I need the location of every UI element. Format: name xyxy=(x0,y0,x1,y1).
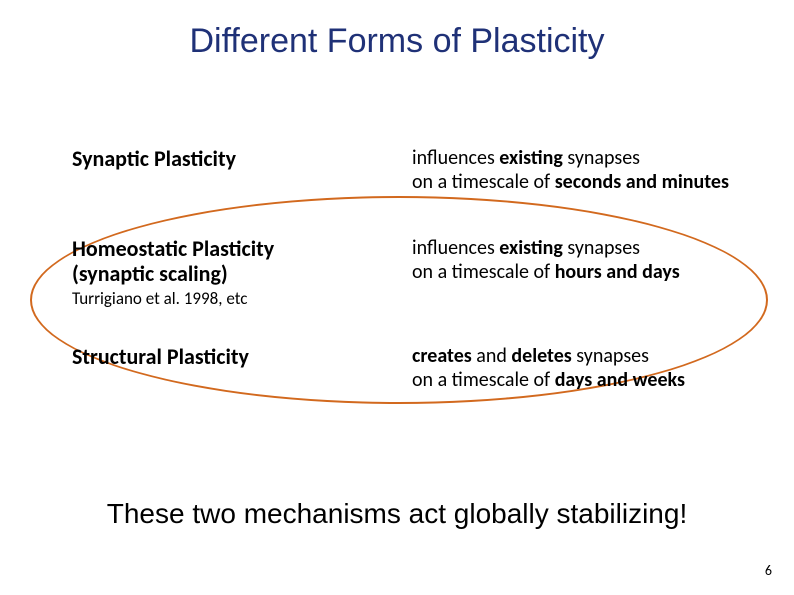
desc-bold: existing xyxy=(499,236,563,260)
desc-bold: seconds and minutes xyxy=(555,170,729,194)
row-label-main: Structural Plasticity xyxy=(72,344,402,369)
row-label-main: Synaptic Plasticity xyxy=(72,146,402,171)
conclusion-text: These two mechanisms act globally stabil… xyxy=(0,498,794,530)
desc-bold: days and weeks xyxy=(555,368,685,392)
desc-text: influences xyxy=(412,146,499,170)
desc-bold: creates xyxy=(412,344,472,368)
desc-text: and xyxy=(472,344,512,368)
row-description: influences existing synapseson a timesca… xyxy=(412,236,762,284)
page-number: 6 xyxy=(765,562,772,579)
row-label-sub: Turrigiano et al. 1998, etc xyxy=(72,289,402,309)
row-label-main: Homeostatic Plasticity(synaptic scaling) xyxy=(72,236,402,287)
row-description: creates and deletes synapseson a timesca… xyxy=(412,344,762,392)
row-label: Homeostatic Plasticity(synaptic scaling)… xyxy=(72,236,402,308)
row-label: Synaptic Plasticity xyxy=(72,146,402,173)
desc-text: influences xyxy=(412,236,499,260)
desc-bold: hours and days xyxy=(555,260,680,284)
slide-title: Different Forms of Plasticity xyxy=(0,22,794,61)
desc-bold: existing xyxy=(499,146,563,170)
desc-bold: deletes xyxy=(511,344,571,368)
slide: Different Forms of Plasticity Synaptic P… xyxy=(0,0,794,595)
row-description: influences existing synapseson a timesca… xyxy=(412,146,762,194)
row-label: Structural Plasticity xyxy=(72,344,402,371)
